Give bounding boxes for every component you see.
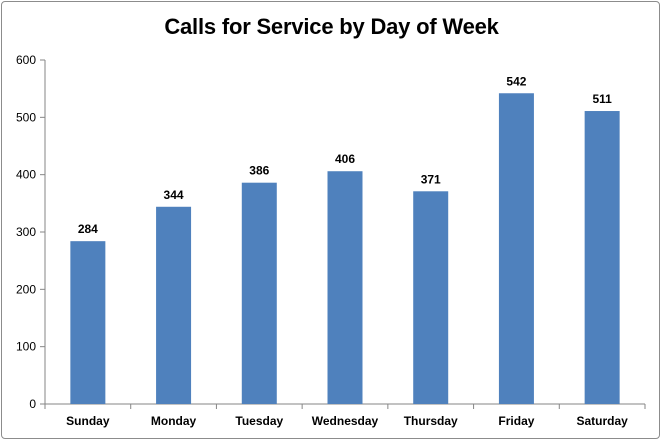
data-label: 406 — [335, 152, 355, 166]
chart-title: Calls for Service by Day of Week — [164, 14, 499, 39]
category-label: Saturday — [576, 414, 628, 428]
bar — [327, 171, 363, 404]
data-label: 386 — [249, 164, 269, 178]
y-tick-label: 400 — [16, 168, 36, 182]
bar — [70, 241, 106, 404]
data-label: 344 — [164, 188, 184, 202]
y-tick-label: 500 — [16, 110, 36, 124]
y-tick-label: 200 — [16, 282, 36, 296]
category-label: Monday — [151, 414, 197, 428]
y-tick-label: 0 — [29, 397, 36, 411]
bar — [498, 93, 534, 405]
bar — [413, 191, 449, 404]
data-label: 371 — [421, 172, 441, 186]
y-tick-label: 600 — [16, 53, 36, 67]
data-label: 511 — [592, 92, 612, 106]
category-label: Tuesday — [235, 414, 283, 428]
bar — [584, 111, 620, 404]
bar — [241, 182, 277, 404]
bar — [156, 206, 192, 404]
category-label: Thursday — [404, 414, 458, 428]
category-label: Wednesday — [312, 414, 379, 428]
data-label: 542 — [506, 74, 526, 88]
data-label: 284 — [78, 222, 98, 236]
y-tick-label: 100 — [16, 340, 36, 354]
category-label: Sunday — [66, 414, 110, 428]
y-tick-label: 300 — [16, 225, 36, 239]
category-label: Friday — [498, 414, 534, 428]
